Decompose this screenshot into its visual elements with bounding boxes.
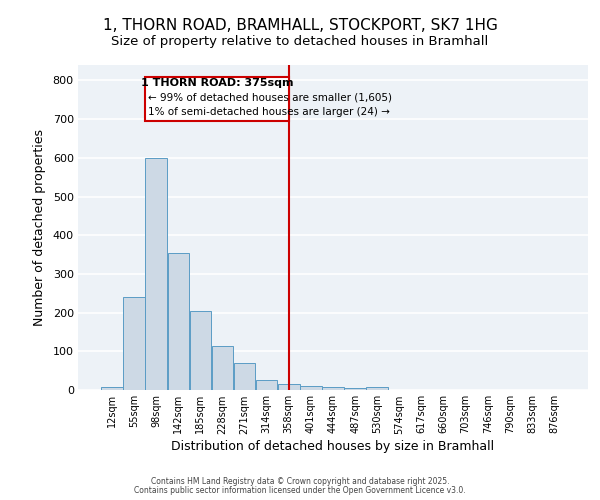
Bar — [212, 346, 233, 390]
Text: 1, THORN ROAD, BRAMHALL, STOCKPORT, SK7 1HG: 1, THORN ROAD, BRAMHALL, STOCKPORT, SK7 … — [103, 18, 497, 32]
Text: 1% of semi-detached houses are larger (24) →: 1% of semi-detached houses are larger (2… — [148, 107, 390, 117]
Bar — [190, 310, 211, 390]
Text: Contains HM Land Registry data © Crown copyright and database right 2025.: Contains HM Land Registry data © Crown c… — [151, 477, 449, 486]
Text: ← 99% of detached houses are smaller (1,605): ← 99% of detached houses are smaller (1,… — [148, 92, 392, 102]
Text: Size of property relative to detached houses in Bramhall: Size of property relative to detached ho… — [112, 35, 488, 48]
Bar — [278, 384, 299, 390]
Text: 1 THORN ROAD: 375sqm: 1 THORN ROAD: 375sqm — [140, 78, 293, 88]
Bar — [322, 388, 344, 390]
Bar — [367, 387, 388, 390]
Y-axis label: Number of detached properties: Number of detached properties — [33, 129, 46, 326]
Bar — [145, 158, 167, 390]
Bar — [101, 387, 122, 390]
Bar — [145, 76, 289, 121]
Bar — [123, 297, 145, 390]
Bar — [344, 388, 366, 390]
Bar — [234, 363, 255, 390]
Bar — [256, 380, 277, 390]
Bar — [300, 386, 322, 390]
Bar — [167, 252, 189, 390]
X-axis label: Distribution of detached houses by size in Bramhall: Distribution of detached houses by size … — [172, 440, 494, 454]
Text: Contains public sector information licensed under the Open Government Licence v3: Contains public sector information licen… — [134, 486, 466, 495]
